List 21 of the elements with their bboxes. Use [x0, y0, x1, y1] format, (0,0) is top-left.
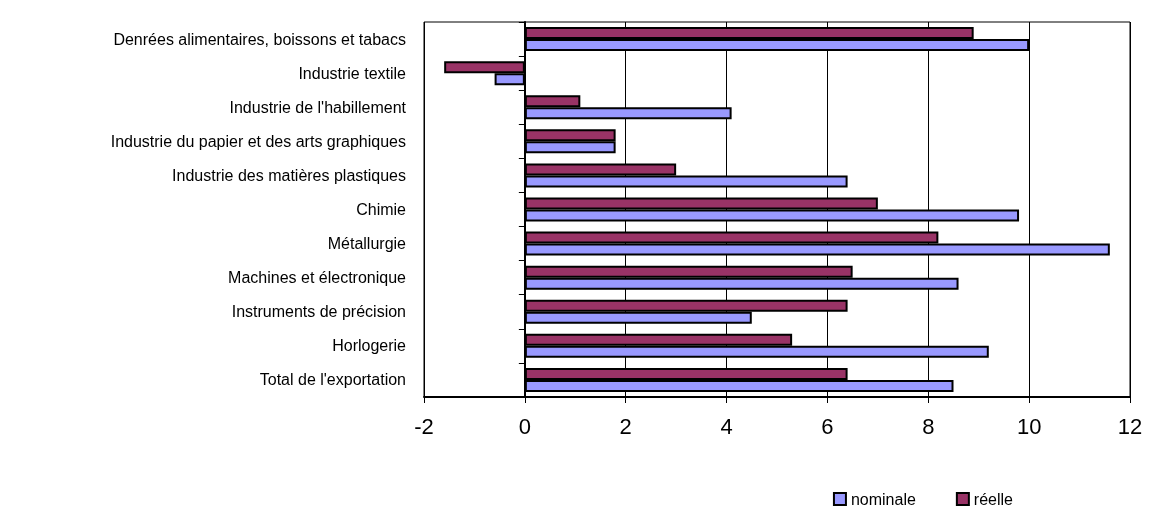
y-tick-label: Industrie du papier et des arts graphiques [110, 132, 406, 150]
y-tick-label: Total de l'exportation [259, 371, 406, 389]
y-tick-label: Machines et électronique [228, 269, 407, 287]
y-tick-label: Horlogerie [332, 337, 407, 355]
x-tick-label: 10 [1016, 413, 1042, 439]
y-tick-label: Industrie des matières plastiques [172, 166, 406, 184]
y-tick-label: Métallurgie [327, 235, 407, 253]
x-tick-label: -2 [414, 413, 434, 439]
y-tick-label: Chimie [356, 201, 407, 218]
y-tick-label: Denrées alimentaires, boissons et tabacs [113, 30, 406, 48]
x-tick-label: 2 [619, 413, 632, 439]
y-tick-label: Industrie textile [298, 64, 407, 82]
x-tick-label: 12 [1117, 413, 1143, 439]
x-tick-label: 6 [821, 413, 834, 439]
legend-label: réelle [973, 490, 1014, 508]
legend-label: nominale [850, 490, 916, 508]
y-tick-label: Industrie de l'habillement [229, 98, 407, 116]
x-tick-label: 4 [720, 413, 733, 439]
y-tick-label: Instruments de précision [231, 303, 406, 321]
x-tick-label: 0 [518, 413, 531, 439]
x-tick-label: 8 [922, 413, 935, 439]
